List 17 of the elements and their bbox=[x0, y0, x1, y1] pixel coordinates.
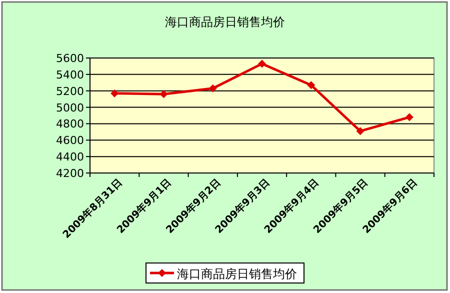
point bbox=[307, 81, 316, 90]
point bbox=[258, 60, 266, 68]
y-tick-label: 5200 bbox=[56, 84, 84, 98]
y-tick-label: 4800 bbox=[56, 118, 84, 131]
y-tick-label: 4200 bbox=[56, 167, 84, 180]
legend-label: 海口商品房日销售均价 bbox=[177, 267, 297, 281]
point bbox=[208, 84, 217, 92]
y-tick-label: 5000 bbox=[56, 101, 84, 114]
point bbox=[160, 90, 168, 98]
chart-title: 海口商品房日销售均价 bbox=[165, 15, 285, 29]
point bbox=[405, 113, 414, 122]
point bbox=[110, 89, 119, 98]
point bbox=[356, 127, 364, 136]
y-tick-label: 5600 bbox=[56, 52, 84, 65]
y-tick-label: 5400 bbox=[56, 68, 84, 82]
y-tick-label: 4600 bbox=[56, 134, 84, 148]
y-tick-label: 4400 bbox=[56, 150, 84, 164]
